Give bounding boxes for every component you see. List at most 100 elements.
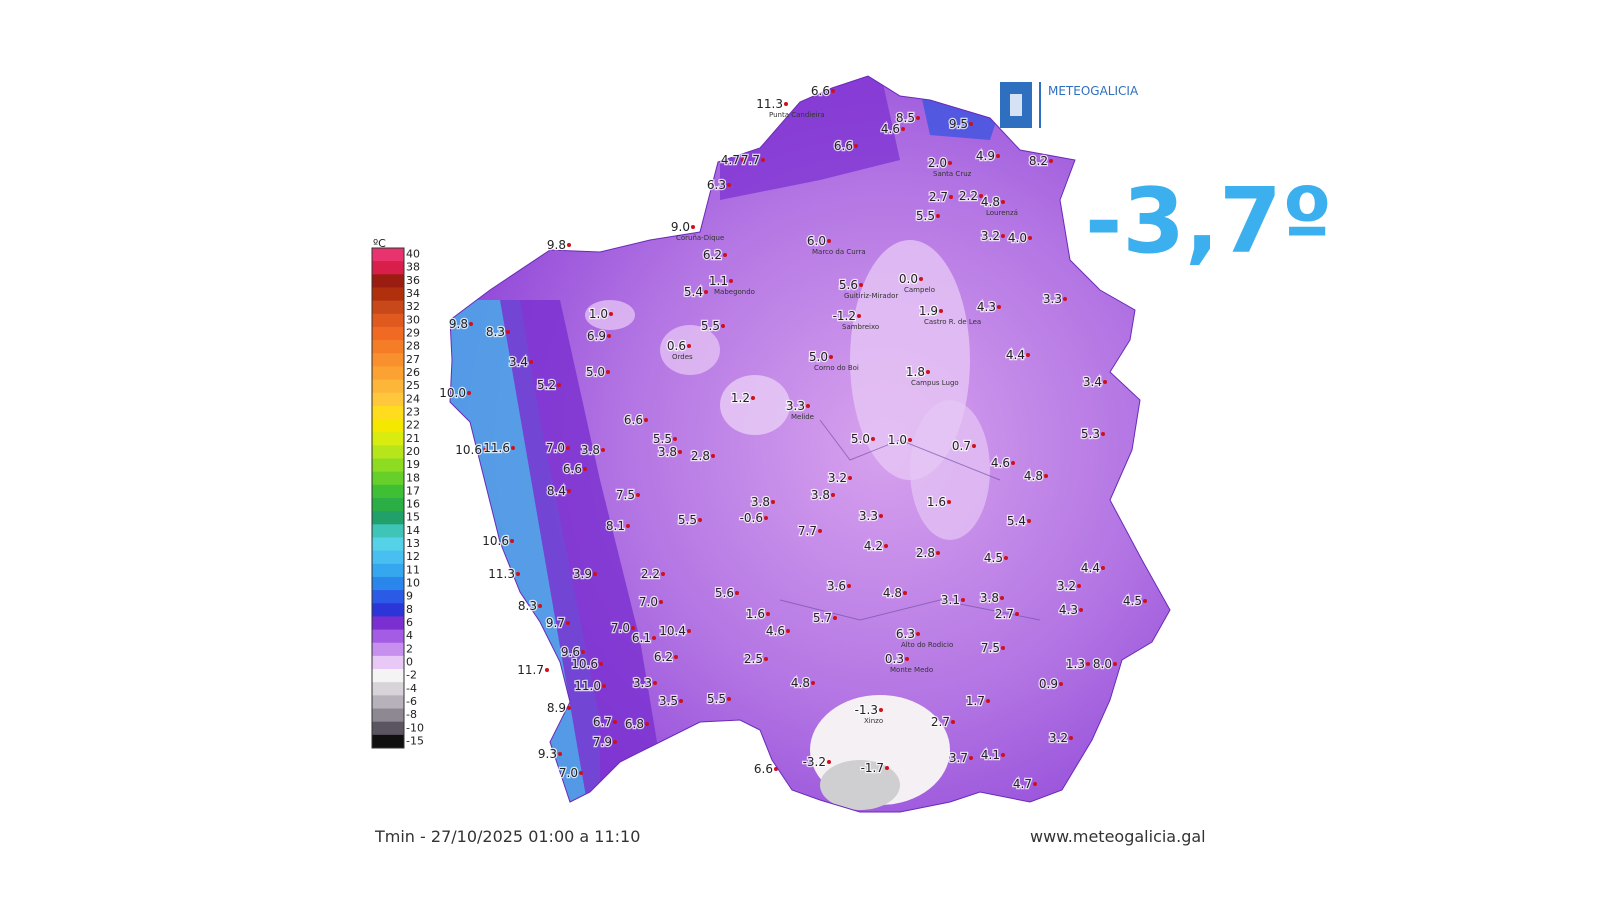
station-value: 2.7 — [931, 715, 950, 729]
station-dot — [609, 312, 613, 316]
station: 5.3 — [1080, 426, 1105, 442]
station-dot — [645, 722, 649, 726]
station-value: 3.7 — [949, 751, 968, 765]
station: 8.0 — [1092, 656, 1117, 672]
station-value: 4.9 — [976, 149, 995, 163]
station: 8.1 — [605, 518, 630, 534]
station-value: 5.6 — [715, 586, 734, 600]
station: 5.0 — [585, 364, 610, 380]
station-value: 2.0 — [928, 156, 947, 170]
legend-label: 28 — [406, 340, 420, 353]
station-value: 9.0 — [671, 220, 690, 234]
station-dot — [1101, 566, 1105, 570]
station-dot — [857, 314, 861, 318]
station: 3.3 — [858, 508, 883, 524]
station-dot — [1027, 519, 1031, 523]
station-value: 6.2 — [703, 248, 722, 262]
station-dot — [949, 195, 953, 199]
station: 0.9 — [1038, 676, 1063, 692]
legend-swatch — [372, 471, 404, 486]
station: 11.6 — [482, 440, 515, 456]
station-value: 6.6 — [834, 139, 853, 153]
legend-label: 10 — [406, 577, 420, 590]
station: 4.2 — [863, 538, 888, 554]
legend-swatch — [372, 616, 404, 631]
station: 9.8 — [546, 237, 571, 253]
legend-label: 14 — [406, 524, 420, 537]
station-dot — [1069, 736, 1073, 740]
station-dot — [766, 612, 770, 616]
station-dot — [679, 699, 683, 703]
station-value: 7.9 — [593, 735, 612, 749]
station: 10.6 — [481, 533, 514, 549]
station: 9.5 — [948, 116, 973, 132]
legend-swatch — [372, 603, 404, 617]
station-name: Campus Lugo — [911, 379, 959, 387]
station: 10.6 — [570, 656, 603, 672]
station-name: Guitiriz-Mirador — [844, 292, 898, 300]
station-dot — [1049, 159, 1053, 163]
station: 1.3 — [1065, 656, 1090, 672]
station-value: 4.8 — [883, 586, 902, 600]
legend-swatch — [372, 590, 404, 604]
station-dot — [936, 214, 940, 218]
station-value: -1.7 — [861, 761, 884, 775]
station-value: 5.2 — [537, 378, 556, 392]
station-dot — [948, 161, 952, 165]
station-value: 10.6 — [482, 534, 509, 548]
station: 6.2 — [653, 649, 678, 665]
station-value: 0.9 — [1039, 677, 1058, 691]
legend-swatch — [372, 419, 404, 433]
station-dot — [1004, 556, 1008, 560]
station-dot — [818, 529, 822, 533]
station-dot — [581, 650, 585, 654]
station-value: 6.6 — [563, 462, 582, 476]
legend-label: 16 — [406, 498, 420, 511]
station: 9.8 — [448, 316, 473, 332]
station: -0.6 — [738, 510, 768, 526]
station: 6.6 — [753, 761, 778, 777]
legend-swatch — [372, 682, 404, 696]
station-value: 4.0 — [1008, 231, 1027, 245]
station-value: 3.2 — [981, 229, 1000, 243]
legend-label: 30 — [406, 313, 420, 326]
station-value: 5.5 — [678, 513, 697, 527]
station-value: 8.3 — [518, 599, 537, 613]
legend-label: -6 — [406, 695, 417, 708]
station-value: 7.5 — [981, 641, 1000, 655]
station: 1.0 — [887, 432, 912, 448]
station: 5.5 — [706, 691, 731, 707]
station-value: 4.2 — [864, 539, 883, 553]
station-dot — [661, 572, 665, 576]
station-dot — [727, 183, 731, 187]
station-value: 5.5 — [653, 432, 672, 446]
station: 4.8 — [882, 585, 907, 601]
station: 4.3 — [1058, 602, 1083, 618]
station-value: 5.4 — [1007, 514, 1026, 528]
station-dot — [506, 330, 510, 334]
legend-label: 25 — [406, 379, 420, 392]
station-value: -3.2 — [803, 755, 826, 769]
station-dot — [784, 102, 788, 106]
station: 3.3 — [632, 675, 657, 691]
caption: Tmin - 27/10/2025 01:00 a 11:10 — [374, 827, 640, 846]
legend-label: 2 — [406, 642, 413, 655]
station-value: 5.5 — [707, 692, 726, 706]
legend-swatch — [372, 300, 404, 315]
station-dot — [606, 370, 610, 374]
station-name: Sambreixo — [842, 323, 879, 331]
station-dot — [829, 355, 833, 359]
legend-swatch — [372, 498, 404, 512]
station-dot — [567, 489, 571, 493]
legend-label: -15 — [406, 734, 424, 747]
station-dot — [579, 771, 583, 775]
station: 2.8 — [915, 545, 940, 561]
station-value: 2.8 — [691, 449, 710, 463]
legend-swatch — [372, 261, 404, 275]
station-dot — [926, 370, 930, 374]
